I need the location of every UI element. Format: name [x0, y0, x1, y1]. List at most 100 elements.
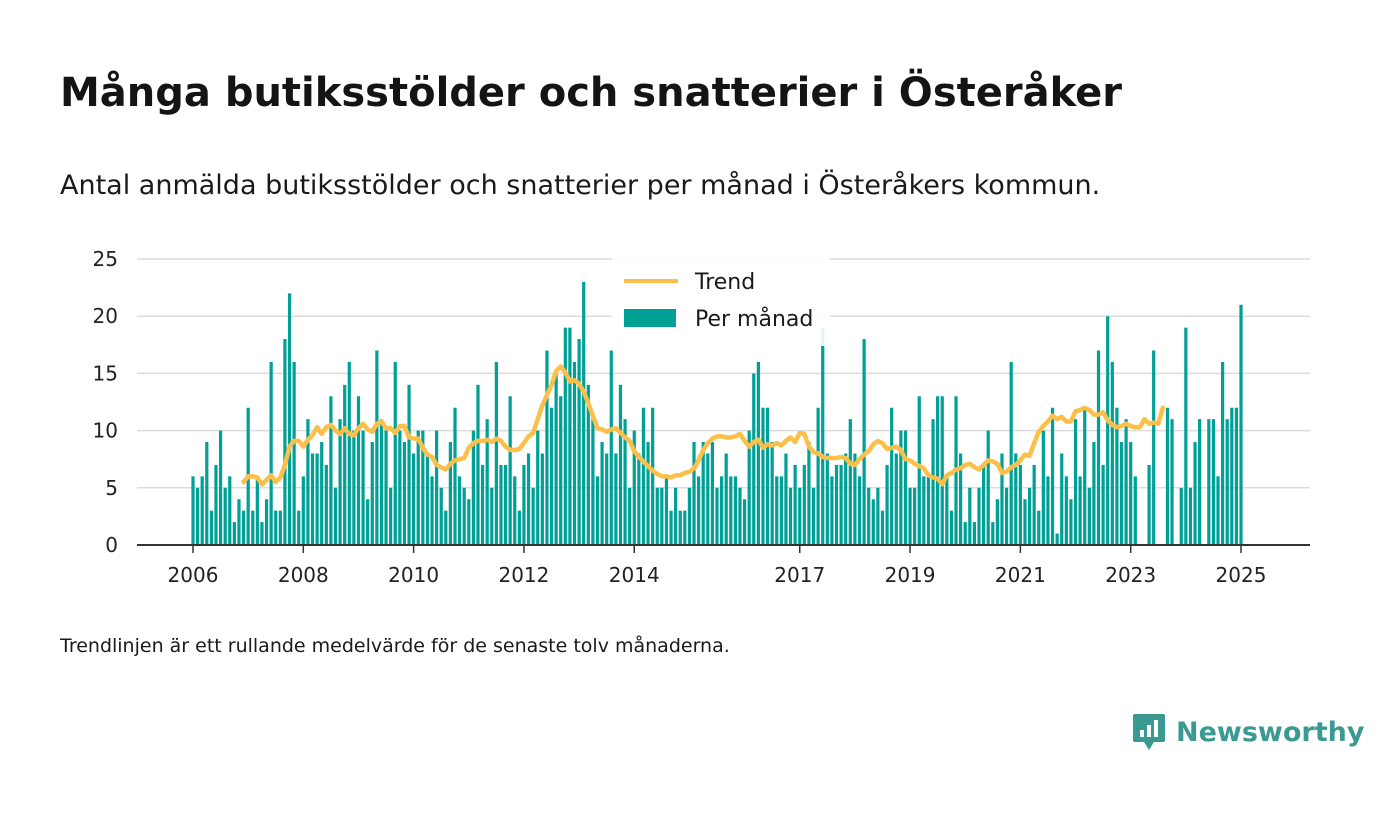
bar — [269, 361, 273, 545]
bar — [292, 361, 296, 545]
bar — [324, 464, 328, 545]
bar — [1083, 407, 1087, 545]
bar — [1129, 442, 1133, 545]
bar — [563, 327, 567, 545]
bar — [1037, 510, 1041, 545]
bar — [329, 396, 333, 545]
bar — [697, 476, 701, 545]
bar — [448, 442, 453, 545]
bar — [747, 430, 751, 545]
bar — [1239, 304, 1243, 545]
trend-line-group — [241, 364, 1166, 487]
bar — [1046, 476, 1050, 545]
y-tick-label: 10 — [93, 419, 118, 443]
bar — [526, 453, 531, 545]
bar — [1018, 464, 1022, 545]
bar — [407, 384, 411, 545]
x-tick-label: 2025 — [1216, 563, 1267, 587]
monthly-bars — [191, 281, 1243, 545]
bar — [586, 384, 590, 545]
bar — [283, 339, 287, 545]
bar — [802, 464, 806, 545]
bar — [545, 350, 549, 545]
x-tick-label: 2010 — [388, 563, 439, 587]
bar — [807, 442, 811, 545]
bar — [605, 453, 609, 545]
bar — [384, 430, 388, 545]
bar — [991, 522, 995, 545]
bar — [1225, 419, 1229, 545]
bar — [214, 464, 218, 545]
bar — [1027, 487, 1032, 545]
bar — [1198, 419, 1202, 545]
bar — [522, 464, 526, 545]
page-title: Många butiksstölder och snatterier i Öst… — [60, 70, 1122, 116]
bar — [816, 407, 820, 545]
bar — [821, 327, 825, 545]
bar — [986, 430, 990, 545]
bar — [1092, 442, 1096, 545]
bar — [209, 510, 213, 545]
bar — [660, 487, 664, 545]
bar — [352, 430, 356, 545]
bar — [632, 430, 636, 545]
y-tick-label: 5 — [105, 476, 118, 500]
bar — [485, 419, 489, 545]
bar — [1064, 476, 1068, 545]
bar — [936, 396, 940, 545]
bar — [444, 510, 448, 545]
bar — [301, 476, 305, 545]
bar — [867, 487, 871, 545]
bar — [825, 453, 829, 545]
bar — [761, 407, 765, 545]
bar — [1184, 327, 1188, 545]
bar — [885, 464, 889, 545]
bar — [320, 442, 324, 545]
bar — [995, 499, 999, 545]
x-tick-label: 2014 — [609, 563, 660, 587]
bar — [1087, 487, 1091, 545]
bar — [480, 464, 485, 545]
bar — [237, 499, 241, 545]
bar — [738, 487, 742, 545]
bar — [637, 453, 641, 545]
bar — [641, 407, 646, 545]
bar — [1147, 464, 1151, 545]
bar — [439, 487, 443, 545]
bar — [1110, 361, 1114, 545]
bar — [232, 522, 236, 545]
bar — [674, 487, 678, 545]
y-tick-label: 25 — [93, 247, 118, 271]
y-tick-label: 20 — [93, 304, 118, 328]
bar — [784, 453, 788, 545]
bar — [1009, 361, 1013, 545]
bar — [260, 522, 264, 545]
x-tick-label: 2017 — [774, 563, 825, 587]
bar — [963, 522, 967, 545]
bar — [655, 487, 659, 545]
bar — [968, 487, 972, 545]
bar — [848, 419, 852, 545]
bar — [765, 407, 770, 545]
bar — [701, 442, 705, 545]
bar — [315, 453, 319, 545]
bar — [577, 339, 581, 545]
bar — [742, 499, 747, 545]
chart-subtitle: Antal anmälda butiksstölder och snatteri… — [60, 170, 1101, 201]
bar — [706, 453, 710, 545]
bar — [333, 487, 338, 545]
bar — [931, 419, 935, 545]
bar — [218, 430, 223, 545]
x-tick-label: 2008 — [278, 563, 329, 587]
bar — [1096, 350, 1101, 545]
bar — [421, 430, 425, 545]
x-tick-label: 2019 — [885, 563, 936, 587]
bar — [811, 487, 816, 545]
bar — [1032, 464, 1036, 545]
bar — [264, 499, 269, 545]
bar — [733, 476, 737, 545]
bar — [513, 476, 517, 545]
bar — [508, 396, 512, 545]
